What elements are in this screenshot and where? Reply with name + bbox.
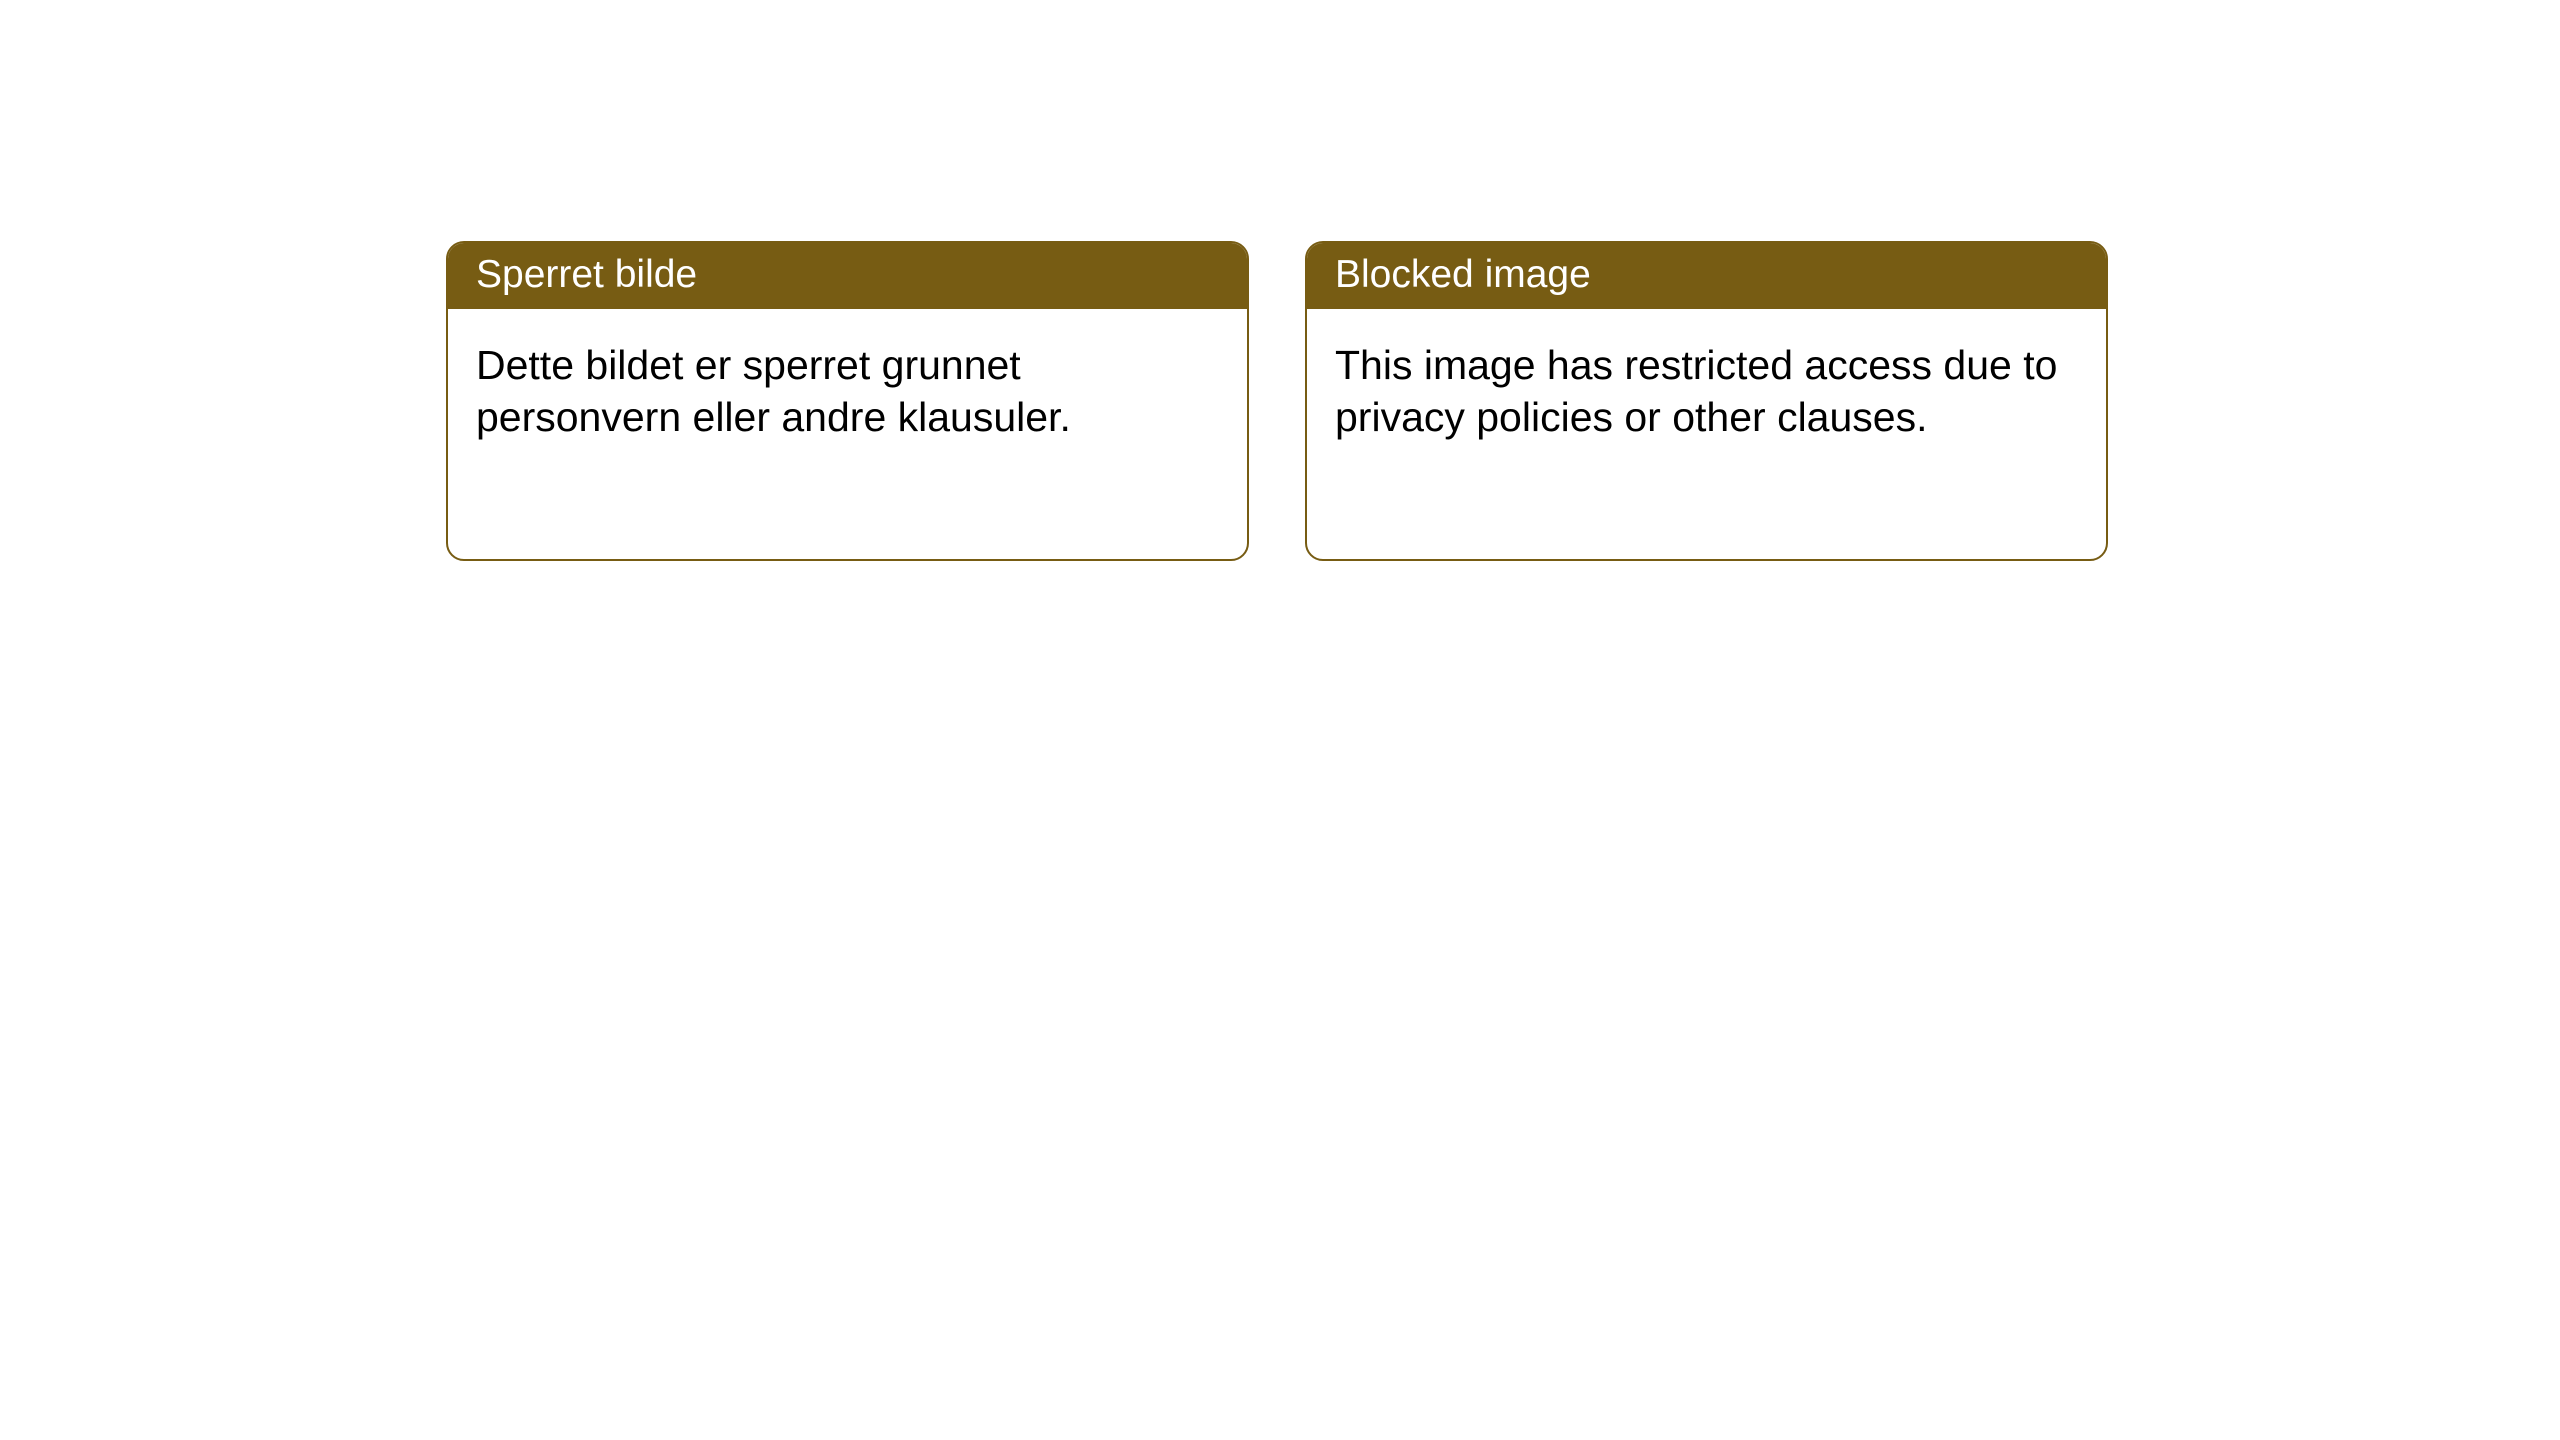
notice-card-english: Blocked image This image has restricted … (1305, 241, 2108, 561)
notice-card-norwegian: Sperret bilde Dette bildet er sperret gr… (446, 241, 1249, 561)
notice-header: Sperret bilde (448, 243, 1247, 309)
notice-body: This image has restricted access due to … (1307, 309, 2106, 559)
notice-header: Blocked image (1307, 243, 2106, 309)
notice-body: Dette bildet er sperret grunnet personve… (448, 309, 1247, 559)
notices-container: Sperret bilde Dette bildet er sperret gr… (446, 241, 2108, 561)
